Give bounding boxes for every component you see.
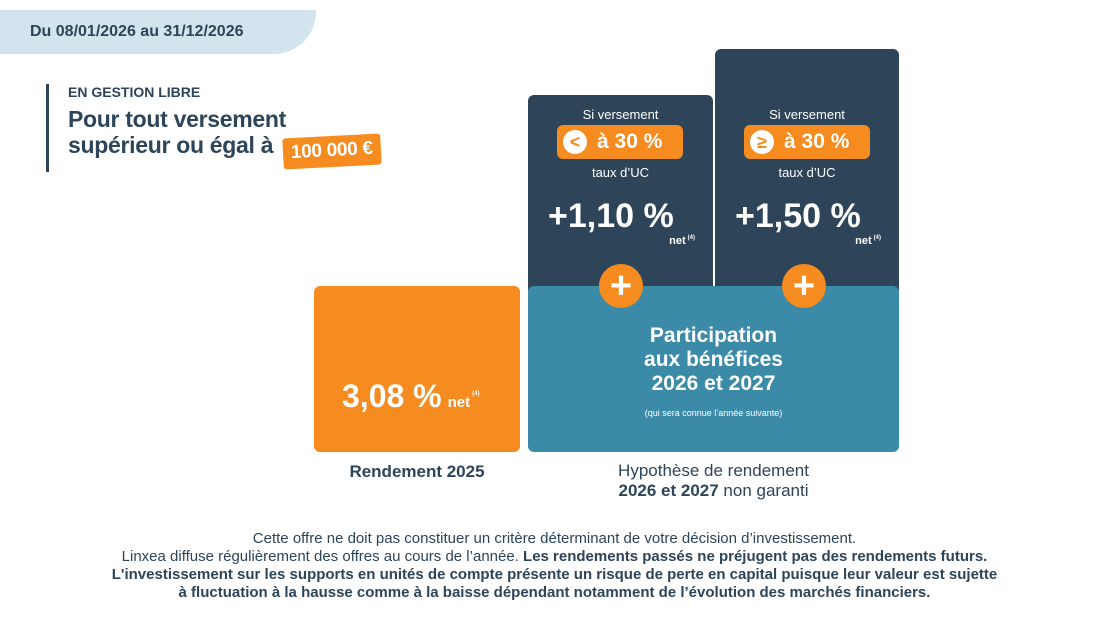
bonus-low-ref: (4) [687,235,695,242]
bonus-low-threshold: à 30 % [597,130,663,153]
rendement-2025-ref: (4) [472,391,480,398]
offer-title-line2: supérieur ou égal à [68,132,274,158]
bonus-high-net-label: net [855,235,872,247]
plus-icon: + [599,264,643,308]
disclaimer-line3-bold: L'investissement sur les supports en uni… [111,566,998,583]
plus-icon: + [782,264,826,308]
rendement-2025-label: Rendement 2025 [349,462,485,481]
rendement-2025-box: 3,08 % net (4) [314,286,520,452]
disclaimer-line4-bold: à fluctuation à la hausse comme à la bai… [178,584,931,601]
hypothese-guarantee: non garanti [718,481,809,500]
bonus-high-ref: (4) [873,235,881,242]
bonus-high-condition: Si versement [769,107,845,122]
hypothese-label: Hypothèse de rendement 2026 et 2027 non … [528,461,899,501]
participation-title: Participation aux bénéfices 2026 et 2027 [528,324,899,396]
bonus-high-column: Si versement ≥ à 30 % taux d’UC +1,50 % … [715,49,899,295]
participation-line1: Participation [649,324,778,347]
bonus-high-threshold: à 30 % [784,130,850,153]
bonus-low-net-label: net [669,235,686,247]
participation-line2: aux bénéfices [644,348,783,371]
bonus-low-threshold-pill: < à 30 % [557,125,683,159]
bonus-low-value: +1,10 % [548,197,674,235]
disclaimer-line2: Linxea diffuse régulièrement des offres … [0,548,1109,566]
participation-line3: 2026 et 2027 [651,372,776,395]
bonus-low-net: net (4) [669,235,695,247]
disclaimer-line2-regular: Linxea diffuse régulièrement des offres … [121,548,524,565]
bonus-low-column: Si versement < à 30 % taux d’UC +1,10 % … [528,95,713,295]
disclaimer-line1: Cette offre ne doit pas constituer un cr… [252,530,857,547]
less-than-icon: < [563,130,587,154]
rendement-2025-value: 3,08 % net (4) [342,378,479,415]
hypothese-line1: Hypothèse de rendement [618,461,809,480]
rendement-2025-net: net [447,394,471,411]
bonus-high-threshold-pill: ≥ à 30 % [744,125,870,159]
rendement-2025-rate: 3,08 % [342,378,442,414]
date-range-text: Du 08/01/2026 au 31/12/2026 [30,23,244,40]
offer-title-line1: Pour tout versement [68,106,286,132]
management-mode: EN GESTION LIBRE [68,84,201,100]
offer-title: Pour tout versement supérieur ou égal à … [68,106,382,170]
amount-badge: 100 000 € [282,133,382,170]
bonus-low-condition: Si versement [582,107,659,122]
date-range-banner: Du 08/01/2026 au 31/12/2026 [0,10,316,54]
disclaimer-line2-bold: Les rendements passés ne préjugent pas d… [523,548,988,565]
bonus-low-unit-label: taux d’UC [591,165,650,180]
greater-or-equal-icon: ≥ [750,130,774,154]
participation-note: (qui sera connue l’année suivante) [644,408,783,418]
offer-header: EN GESTION LIBRE Pour tout versement sup… [46,84,382,172]
hypothese-years: 2026 et 2027 [618,481,719,500]
legal-disclaimer: Cette offre ne doit pas constituer un cr… [0,530,1109,602]
participation-box: Participation aux bénéfices 2026 et 2027… [528,286,899,452]
bonus-high-value: +1,50 % [735,197,861,235]
bonus-high-unit-label: taux d’UC [778,165,836,180]
disclaimer-line4: à fluctuation à la hausse comme à la bai… [0,584,1109,602]
bonus-high-net: net (4) [855,235,881,247]
disclaimer-line3: L'investissement sur les supports en uni… [0,566,1109,584]
